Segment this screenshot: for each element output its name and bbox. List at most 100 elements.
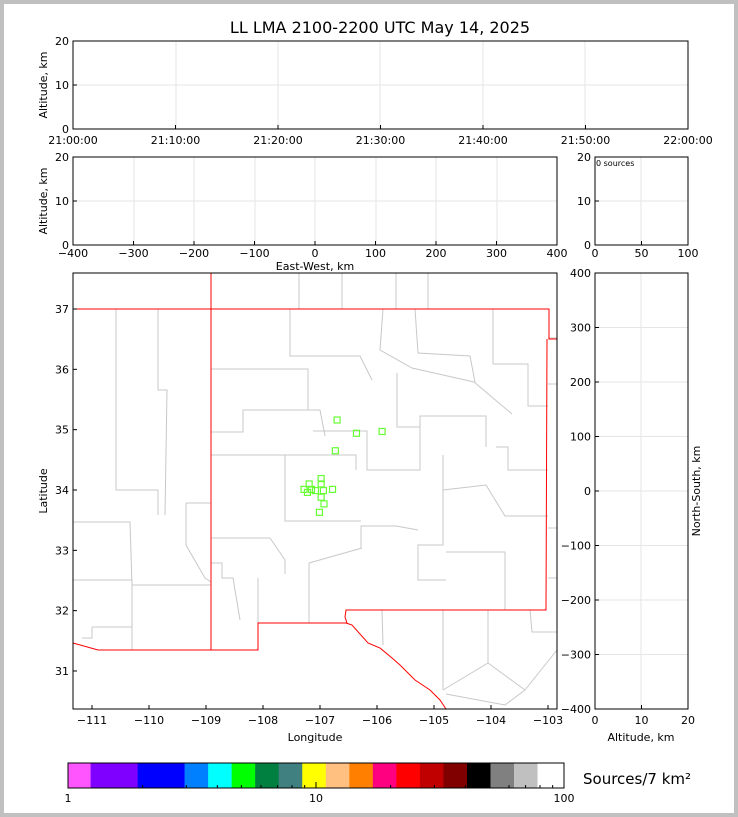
county-border xyxy=(492,309,548,407)
county-border xyxy=(360,525,419,548)
county-border xyxy=(185,503,212,583)
state-border xyxy=(73,308,557,340)
colorbar-tick-label: 1 xyxy=(65,792,72,805)
county-border xyxy=(313,415,487,471)
x-tick-label: −400 xyxy=(58,247,88,260)
x-tick-label: 21:10:00 xyxy=(151,134,200,147)
x-tick-label: −109 xyxy=(191,714,221,727)
x-tick-label: 21:20:00 xyxy=(253,134,302,147)
county-border xyxy=(284,455,361,522)
lma-source-point xyxy=(317,480,325,488)
y-tick-label: 20 xyxy=(577,151,591,164)
county-border xyxy=(211,368,309,410)
x-tick-label: 21:30:00 xyxy=(356,134,405,147)
y-tick-label: 36 xyxy=(55,363,69,376)
y-axis-label: Latitude xyxy=(37,468,50,514)
y-tick-label: 31 xyxy=(55,665,69,678)
y-tick-label: 10 xyxy=(577,195,591,208)
x-tick-label: 21:40:00 xyxy=(458,134,507,147)
plan-view-frame xyxy=(72,272,558,710)
colorbar-swatch xyxy=(396,763,421,788)
county-border xyxy=(211,537,286,574)
y-tick-label: 37 xyxy=(55,303,69,316)
y-tick-label: −400 xyxy=(561,703,591,716)
state-border xyxy=(345,622,447,710)
colorbar-swatch xyxy=(90,763,138,788)
colorbar-swatch xyxy=(466,763,491,788)
county-border xyxy=(529,609,557,633)
county-border xyxy=(308,547,363,564)
county-border xyxy=(115,309,159,515)
county-border xyxy=(289,309,373,381)
x-tick-label: 0 xyxy=(312,247,319,260)
county-border xyxy=(487,649,558,691)
lma-source-point xyxy=(317,493,325,501)
lma-source-point xyxy=(328,485,337,493)
county-border xyxy=(211,409,326,437)
x-axis-label: Longitude xyxy=(288,731,343,744)
county-border xyxy=(379,308,513,415)
county-border xyxy=(157,309,168,516)
lma-source-point xyxy=(378,427,386,436)
x-tick-label: 50 xyxy=(635,247,649,260)
y-tick-label: −200 xyxy=(561,594,591,607)
colorbar-swatch xyxy=(443,763,468,788)
y-tick-label: 0 xyxy=(584,239,591,252)
county-border xyxy=(211,562,241,621)
x-tick-label: 21:00:00 xyxy=(48,134,97,147)
x-tick-label: −105 xyxy=(419,714,449,727)
x-tick-label: −100 xyxy=(239,247,269,260)
x-tick-label: 22:00:00 xyxy=(663,134,712,147)
colorbar-swatch xyxy=(255,763,280,788)
y-tick-label: 20 xyxy=(55,151,69,164)
y-axis-label: Altitude, km xyxy=(37,51,50,118)
y-tick-label: 0 xyxy=(62,123,69,136)
colorbar-swatch xyxy=(278,763,303,788)
lma-source-point xyxy=(315,508,324,516)
x-tick-label: 20 xyxy=(681,714,695,727)
lma-source-point xyxy=(331,447,339,455)
x-tick-label: −104 xyxy=(476,714,506,727)
colorbar-swatch xyxy=(68,763,91,788)
source-count-annotation: 0 sources xyxy=(596,159,634,168)
colorbar-swatch xyxy=(349,763,374,788)
y-tick-label: 0 xyxy=(584,485,591,498)
x-tick-label: −110 xyxy=(134,714,164,727)
x-tick-label: 400 xyxy=(547,247,568,260)
county-border xyxy=(442,484,548,517)
x-tick-label: 0 xyxy=(592,247,599,260)
y-tick-label: 400 xyxy=(570,267,591,280)
colorbar-swatch xyxy=(137,763,185,788)
colorbar-tick-label: 100 xyxy=(554,792,575,805)
y-tick-label: 35 xyxy=(55,424,69,437)
colorbar-swatch xyxy=(184,763,209,788)
colorbar-swatch xyxy=(537,763,562,788)
x-tick-label: 10 xyxy=(635,714,649,727)
county-border xyxy=(445,689,526,706)
y-tick-label: 0 xyxy=(62,239,69,252)
y-tick-label: 20 xyxy=(55,35,69,48)
y-axis-label: North-South, km xyxy=(690,446,703,537)
colorbar-swatch xyxy=(231,763,256,788)
county-border xyxy=(417,455,446,581)
y-tick-label: −100 xyxy=(561,540,591,553)
x-tick-label: −108 xyxy=(248,714,278,727)
lma-source-point xyxy=(319,486,328,495)
x-tick-label: 0 xyxy=(592,714,599,727)
county-border xyxy=(73,521,133,650)
x-tick-label: 100 xyxy=(678,247,699,260)
colorbar-swatch xyxy=(302,763,327,788)
y-tick-label: 34 xyxy=(55,484,69,497)
lma-source-point xyxy=(320,500,328,508)
colorbar-swatch xyxy=(372,763,397,788)
y-tick-label: 10 xyxy=(55,79,69,92)
county-border xyxy=(496,446,548,471)
colorbar-swatch xyxy=(490,763,515,788)
figure xyxy=(4,4,734,813)
lma-source-point xyxy=(303,488,312,497)
county-border xyxy=(442,610,489,691)
y-axis-label: Altitude, km xyxy=(37,167,50,234)
x-tick-label: −107 xyxy=(305,714,335,727)
colorbar-swatch xyxy=(208,763,232,788)
x-tick-label: 21:50:00 xyxy=(561,134,610,147)
